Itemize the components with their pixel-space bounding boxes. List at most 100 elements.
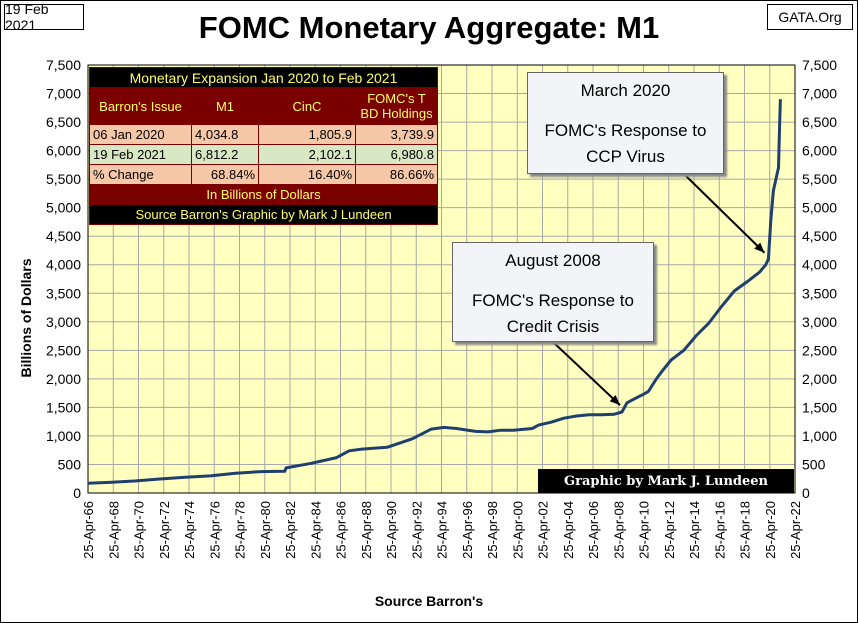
x-tick-label: 25-Apr-82 — [283, 501, 298, 559]
y-tick-label-right: 2,000 — [802, 371, 837, 387]
x-tick-label: 25-Apr-06 — [586, 501, 601, 559]
table-cell: 6,980.8 — [355, 144, 438, 165]
table-cell: 86.66% — [355, 164, 438, 185]
table-header-cell: M1 — [191, 87, 259, 125]
annotation-march-2020: March 2020 FOMC's Response to CCP Virus — [527, 72, 724, 174]
x-tick-label: 25-Apr-72 — [157, 501, 172, 559]
y-tick-label-right: 4,500 — [802, 228, 837, 244]
annotation-august-2008: August 2008 FOMC's Response to Credit Cri… — [452, 242, 654, 342]
y-tick-label-right: 6,000 — [802, 143, 837, 159]
annotation-line: FOMC's Response to — [544, 121, 707, 140]
x-tick-label: 25-Apr-90 — [384, 501, 399, 559]
x-tick-label: 25-Apr-02 — [536, 501, 551, 559]
table-cell: 06 Jan 2020 — [89, 124, 192, 145]
x-tick-label: 25-Apr-14 — [687, 501, 702, 559]
x-tick-label: 25-Apr-08 — [611, 501, 626, 559]
table-cell: 6,812.2 — [191, 144, 259, 165]
table-unit-note: In Billions of Dollars — [89, 184, 438, 205]
y-tick-label: 3,500 — [46, 285, 81, 301]
y-tick-label: 0 — [73, 485, 81, 501]
x-tick-label: 25-Apr-76 — [207, 501, 222, 559]
y-tick-label-right: 7,500 — [802, 57, 837, 73]
table-cell: 68.84% — [191, 164, 259, 185]
y-tick-label: 2,500 — [46, 342, 81, 358]
y-tick-label-right: 1,500 — [802, 399, 837, 415]
y-tick-label-right: 6,500 — [802, 114, 837, 130]
x-tick-label: 25-Apr-98 — [485, 501, 500, 559]
table-cell: 2,102.1 — [258, 144, 356, 165]
y-tick-label: 7,500 — [46, 57, 81, 73]
annotation-text: FOMC's Response to CCP Virus — [528, 118, 723, 170]
x-tick-label: 25-Apr-04 — [561, 501, 576, 559]
table-cell: 4,034.8 — [191, 124, 259, 145]
x-tick-label: 25-Apr-20 — [763, 501, 778, 559]
table-cell: % Change — [89, 164, 192, 185]
x-axis-label: Source Barron's — [374, 593, 484, 609]
annotation-arrow-2008-head — [609, 395, 621, 406]
plot-border — [87, 64, 796, 494]
annotation-line: CCP Virus — [586, 147, 665, 166]
chart-title: FOMC Monetary Aggregate: M1 — [198, 10, 660, 45]
annotation-arrow-2008 — [552, 341, 621, 406]
table-cell: 19 Feb 2021 — [89, 144, 192, 165]
annotation-text: FOMC's Response to Credit Crisis — [453, 288, 653, 340]
x-tick-label: 25-Apr-92 — [409, 501, 424, 559]
table-cell: 3,739.9 — [355, 124, 438, 145]
graphic-credit: Graphic by Mark J. Lundeen — [538, 469, 794, 493]
x-tick-label: 25-Apr-96 — [460, 501, 475, 559]
monetary-expansion-table: Monetary Expansion Jan 2020 to Feb 2021 … — [89, 67, 438, 225]
x-tick-label: 25-Apr-12 — [662, 501, 677, 559]
table-cell: 16.40% — [258, 164, 356, 185]
x-tick-label: 25-Apr-10 — [637, 501, 652, 559]
site-label: GATA.Org — [767, 4, 853, 30]
annotation-line: FOMC's Response to — [472, 291, 634, 310]
x-tick-label: 25-Apr-18 — [738, 501, 753, 559]
y-tick-label-right: 4,000 — [802, 257, 837, 273]
table-cell: 1,805.9 — [258, 124, 356, 145]
table-header-cell: CinC — [258, 87, 356, 125]
y-axis-label: Billions of Dollars — [18, 258, 34, 378]
x-tick-label: 25-Apr-88 — [359, 501, 374, 559]
y-tick-label: 2,000 — [46, 371, 81, 387]
y-tick-label: 5,000 — [46, 200, 81, 216]
x-tick-label: 25-Apr-78 — [233, 501, 248, 559]
y-tick-label: 1,000 — [46, 428, 81, 444]
y-tick-label-right: 500 — [802, 456, 826, 472]
table-header-cell: Barron's Issue — [89, 87, 192, 125]
x-tick-label: 25-Apr-00 — [510, 501, 525, 559]
x-tick-label: 25-Apr-68 — [106, 501, 121, 559]
date-label: 19 Feb 2021 — [4, 1, 84, 33]
annotation-arrow-2020-head — [754, 242, 765, 253]
y-tick-label-right: 1,000 — [802, 428, 837, 444]
annotation-title: March 2020 — [580, 81, 671, 100]
y-tick-label-right: 2,500 — [802, 342, 837, 358]
annotation-line: Credit Crisis — [506, 317, 600, 336]
y-tick-label-right: 3,000 — [802, 314, 837, 330]
y-tick-label-right: 5,000 — [802, 200, 837, 216]
y-tick-label: 7,000 — [46, 86, 81, 102]
x-tick-label: 25-Apr-66 — [81, 501, 96, 559]
m1-series-line — [87, 99, 782, 485]
y-tick-label: 500 — [58, 456, 82, 472]
table-source-note: Source Barron's Graphic by Mark J Lundee… — [89, 204, 438, 225]
x-tick-label: 25-Apr-80 — [258, 501, 273, 559]
x-tick-label: 25-Apr-22 — [788, 501, 803, 559]
y-axis-label-box: Billions of Dollars — [6, 220, 36, 420]
y-tick-label-right: 7,000 — [802, 86, 837, 102]
y-tick-label: 4,500 — [46, 228, 81, 244]
annotation-title: August 2008 — [505, 251, 601, 270]
table-title: Monetary Expansion Jan 2020 to Feb 2021 — [89, 67, 438, 88]
y-tick-label-right: 0 — [802, 485, 810, 501]
y-tick-label: 5,500 — [46, 171, 81, 187]
y-tick-label: 4,000 — [46, 257, 81, 273]
annotation-arrow-2020 — [685, 175, 766, 254]
x-tick-label: 25-Apr-16 — [712, 501, 727, 559]
y-tick-label-right: 5,500 — [802, 171, 837, 187]
x-tick-label: 25-Apr-94 — [435, 501, 450, 559]
y-tick-label: 1,500 — [46, 399, 81, 415]
y-tick-label: 6,000 — [46, 143, 81, 159]
y-tick-label: 6,500 — [46, 114, 81, 130]
x-tick-label: 25-Apr-86 — [334, 501, 349, 559]
y-tick-label-right: 3,500 — [802, 285, 837, 301]
x-tick-label: 25-Apr-84 — [308, 501, 323, 559]
